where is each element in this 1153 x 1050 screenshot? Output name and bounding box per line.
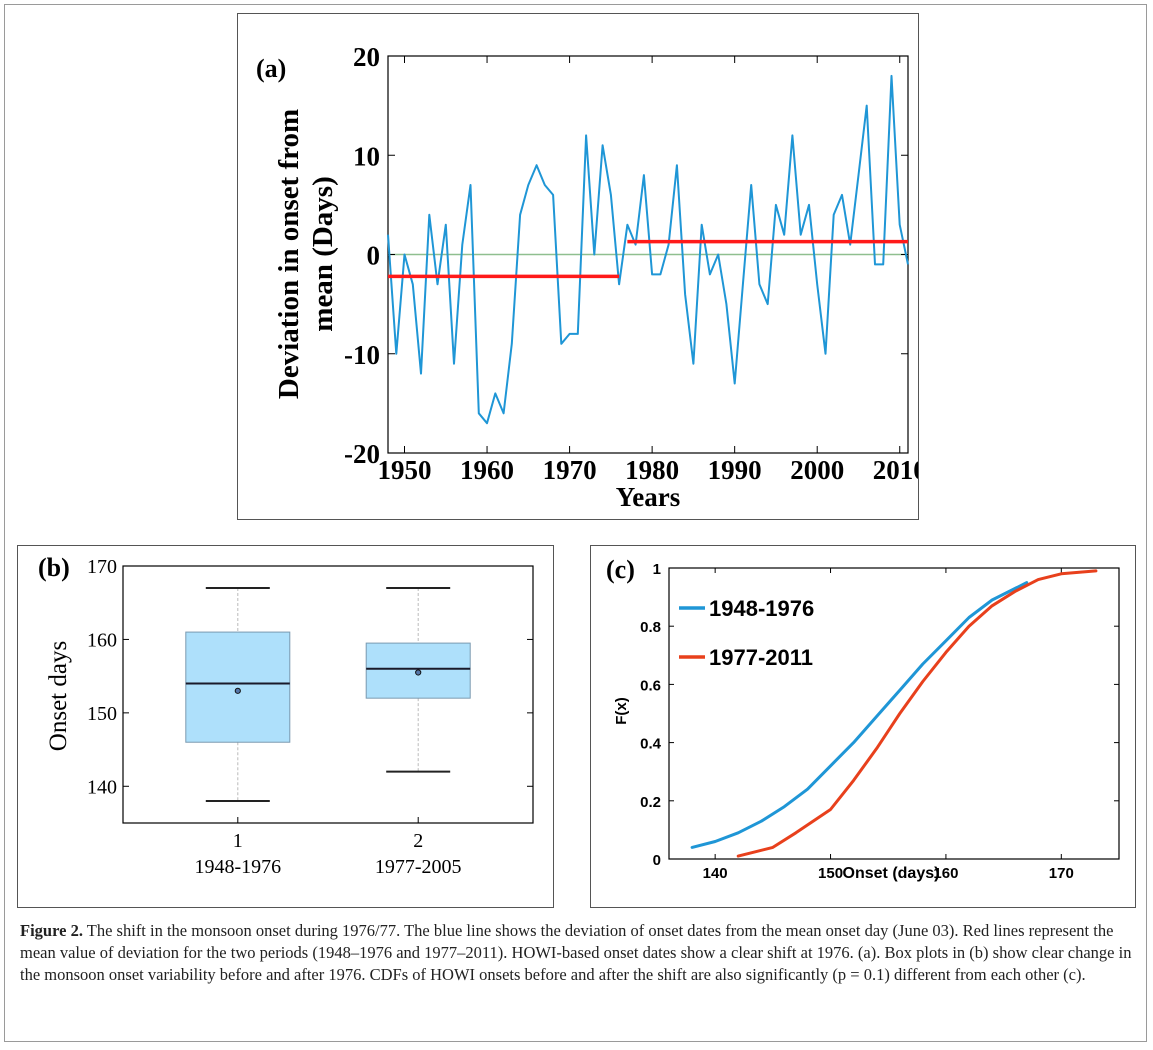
y-tick-label-c: 0.6 xyxy=(640,677,661,694)
x-tick-label-b: 2 xyxy=(413,830,423,852)
caption-figure-label: Figure 2. xyxy=(20,921,83,940)
y-tick-label-b: 160 xyxy=(87,629,117,651)
x-tick-label-a: 2010 xyxy=(873,455,918,485)
panel-b: (b) Onset days 140 150 160 170 1 1948-1976 2 19… xyxy=(17,545,554,908)
chart-b: (b) Onset days 140 150 160 170 1 1948-1976 2 19… xyxy=(38,553,534,878)
y-tick-label-b: 170 xyxy=(87,556,117,578)
y-axis-label-c: F(x) xyxy=(613,697,630,725)
chart-a: (a) Deviation in onset from mean (Days) … xyxy=(256,42,918,512)
panel-c: (c) F(x) Onset (days) 0 0.2 0.4 0.6 0.8 1 140 1… xyxy=(590,545,1136,908)
y-tick-label-b: 140 xyxy=(87,776,117,798)
x-tick-label-a: 1950 xyxy=(378,455,432,485)
panel-label-b: (b) xyxy=(38,553,70,582)
x-tick-label-c: 170 xyxy=(1049,865,1074,882)
panel-a: (a) Deviation in onset from mean (Days) … xyxy=(237,13,919,520)
y-axis-label-a: Deviation in onset from mean (Days) xyxy=(273,109,339,399)
x-tick-label-a: 1990 xyxy=(708,455,762,485)
y-tick-label-a: 10 xyxy=(353,141,380,171)
y-axis-label-line-1: Deviation in onset from xyxy=(273,109,305,399)
y-axis-label-b: Onset days xyxy=(45,641,72,751)
legend-label: 1948-1976 xyxy=(709,596,814,621)
y-tick-label-a: 20 xyxy=(353,42,380,72)
chart-c: (c) F(x) Onset (days) 0 0.2 0.4 0.6 0.8 1 140 1… xyxy=(606,555,1120,882)
panel-label-a: (a) xyxy=(256,54,286,83)
y-tick-label-a: 0 xyxy=(367,241,381,271)
figure-frame xyxy=(4,4,1147,1042)
x-tick-label-a: 1980 xyxy=(625,455,679,485)
mean-marker xyxy=(415,669,422,676)
x-tick-label-a: 1960 xyxy=(460,455,514,485)
deviation-series-line xyxy=(387,74,909,425)
y-axis-label-line-2: mean (Days) xyxy=(307,176,339,331)
caption-text: The shift in the monsoon onset during 19… xyxy=(20,921,1132,984)
plot-area-c xyxy=(668,567,1120,860)
category-sublabel-b: 1948-1976 xyxy=(194,856,281,878)
cdf-line-1948-1976 xyxy=(690,581,1029,849)
mean-marker xyxy=(234,687,241,694)
x-tick-label-c: 140 xyxy=(703,865,728,882)
y-tick-label-a: -10 xyxy=(344,340,380,370)
panel-label-c: (c) xyxy=(606,555,635,584)
x-tick-label-a: 2000 xyxy=(790,455,844,485)
x-tick-label-c: 160 xyxy=(933,865,958,882)
y-tick-label-c: 0 xyxy=(653,852,661,869)
y-tick-label-a: -20 xyxy=(344,439,380,469)
box-iqr xyxy=(185,631,291,743)
x-tick-label-a: 1970 xyxy=(543,455,597,485)
cdf-line-1977-2011 xyxy=(736,569,1098,858)
x-tick-label-c: 150 xyxy=(818,865,843,882)
category-sublabel-b: 1977-2005 xyxy=(375,856,462,878)
x-axis-label-a: Years xyxy=(616,482,680,512)
y-tick-label-c: 0.4 xyxy=(640,736,662,753)
y-tick-label-b: 150 xyxy=(87,703,117,725)
plot-area-b xyxy=(122,565,534,824)
y-tick-label-c: 0.8 xyxy=(640,619,661,636)
legend-label: 1977-2011 xyxy=(709,645,813,670)
y-tick-label-c: 1 xyxy=(653,561,661,578)
figure-caption: Figure 2. The shift in the monsoon onset… xyxy=(20,920,1135,986)
x-tick-label-b: 1 xyxy=(233,830,243,852)
x-axis-label-c: Onset (days) xyxy=(843,865,940,882)
y-tick-label-c: 0.2 xyxy=(640,794,661,811)
